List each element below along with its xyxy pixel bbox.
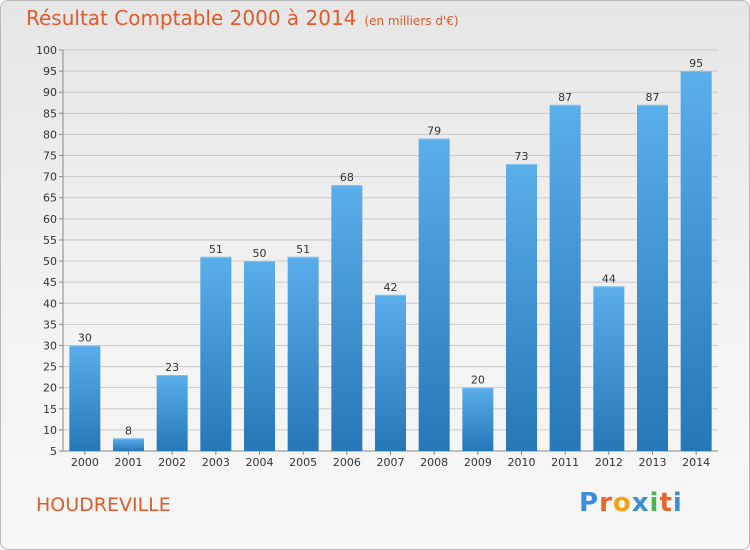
bar: [200, 256, 232, 451]
y-tick-label: 95: [43, 65, 57, 78]
logo-letter: t: [659, 488, 673, 518]
x-tick-label: 2008: [420, 456, 448, 469]
logo-letter: x: [631, 488, 650, 518]
data-label: 23: [165, 361, 179, 374]
logo-letter: r: [599, 488, 613, 518]
y-tick-label: 75: [43, 150, 57, 163]
y-tick-label: 10: [43, 424, 57, 437]
bar: [287, 256, 319, 451]
bars: [69, 71, 712, 452]
y-tick-label: 55: [43, 234, 57, 247]
bar: [506, 163, 537, 451]
chart-subtitle: (en milliers d'€): [364, 14, 459, 28]
x-tick-label: 2011: [551, 456, 579, 469]
x-tick-label: 2002: [158, 456, 186, 469]
y-tick-label: 20: [43, 382, 57, 395]
labels: 30 2000 8 2001 23 2002 51 2003 50 2004 51 2005 68 200…: [71, 57, 710, 469]
city-name: HOUDREVILLE: [36, 494, 171, 516]
y-tick-label: 15: [43, 403, 57, 416]
data-label: 79: [427, 125, 441, 138]
y-tick-label: 45: [43, 276, 57, 289]
x-tick-label: 2001: [115, 456, 143, 469]
bar: [637, 104, 668, 451]
bar: [69, 345, 101, 451]
bar: [156, 375, 188, 451]
x-tick-label: 2012: [595, 456, 623, 469]
proxiti-logo: Proxiti: [579, 488, 683, 518]
x-tick-label: 2013: [639, 456, 667, 469]
x-tick-label: 2006: [333, 456, 361, 469]
chart-title: Résultat Comptable 2000 à 2014 (en millie…: [26, 6, 459, 30]
y-tick-label: 70: [43, 171, 57, 184]
x-tick-label: 2000: [71, 456, 99, 469]
x-tick-label: 2009: [464, 456, 492, 469]
x-tick-label: 2007: [377, 456, 405, 469]
y-tick-label: 5: [50, 445, 57, 458]
data-label: 20: [471, 374, 485, 387]
bar: [331, 185, 363, 452]
data-label: 73: [515, 150, 529, 163]
logo-letter: i: [672, 488, 683, 518]
data-label: 30: [78, 331, 92, 344]
bar: [244, 261, 275, 451]
y-tick-label: 40: [43, 297, 57, 310]
bar: [593, 286, 625, 451]
data-label: 51: [209, 243, 223, 256]
data-label: 87: [646, 91, 660, 104]
bar: [549, 104, 581, 451]
bar: [462, 387, 494, 451]
y-tick-label: 100: [36, 44, 57, 57]
data-label: 87: [558, 91, 572, 104]
x-tick-label: 2010: [508, 456, 536, 469]
x-tick-label: 2014: [682, 456, 710, 469]
y-tick-label: 85: [43, 107, 57, 120]
bar: [418, 138, 450, 452]
data-label: 51: [296, 243, 310, 256]
y-tick-label: 60: [43, 213, 57, 226]
x-tick-label: 2003: [202, 456, 230, 469]
y-tick-label: 65: [43, 192, 57, 205]
y-tick-label: 25: [43, 361, 57, 374]
data-label: 8: [125, 424, 132, 437]
bar: [680, 71, 712, 452]
chart-title-text: Résultat Comptable 2000 à 2014: [26, 6, 357, 30]
bar: [375, 294, 406, 451]
logo-letter: i: [649, 488, 660, 518]
data-label: 95: [689, 57, 703, 70]
y-tick-label: 35: [43, 318, 57, 331]
data-label: 50: [253, 247, 267, 260]
x-tick-label: 2004: [246, 456, 274, 469]
y-tick-label: 80: [43, 128, 57, 141]
logo-letter: o: [612, 488, 632, 518]
y-tick-label: 90: [43, 86, 57, 99]
y-tick-label: 50: [43, 255, 57, 268]
data-label: 68: [340, 171, 354, 184]
x-tick-label: 2005: [289, 456, 317, 469]
data-label: 44: [602, 272, 616, 285]
y-tick-label: 30: [43, 339, 57, 352]
bar: [113, 438, 144, 451]
logo-letter: P: [579, 488, 600, 518]
data-label: 42: [384, 281, 398, 294]
